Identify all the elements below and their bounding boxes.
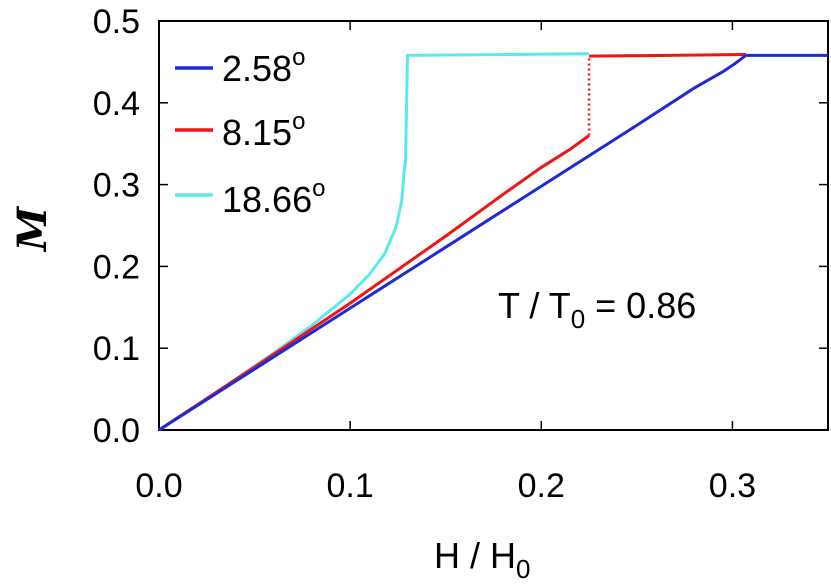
series-plateau-8.15: [589, 53, 746, 58]
annotation-temperature: T / T0 = 0.86: [498, 285, 696, 334]
plot-frame: [158, 20, 829, 431]
legend-label-18.66: 18.66o: [222, 175, 325, 220]
legend: 2.58o 8.15o 18.66o: [175, 44, 325, 220]
y-tick-label: 0.0: [93, 412, 140, 450]
ticks: 0.0 0.1 0.2 0.3 0.0 0.1 0.2 0.3 0.4 0.5: [93, 3, 828, 505]
series-line-8.15: [158, 134, 590, 432]
series-line-2.58: [158, 53, 828, 432]
y-tick-label: 0.5: [93, 3, 140, 41]
x-tick-label: 0.0: [135, 467, 182, 505]
y-tick-label: 0.4: [93, 85, 140, 123]
x-axis-title: H / H0: [434, 535, 530, 584]
series-layer: [158, 52, 828, 432]
x-tick-label: 0.3: [709, 467, 756, 505]
x-tick-label: 0.2: [518, 467, 565, 505]
series-line-18.66: [158, 52, 590, 432]
y-tick-label: 0.2: [93, 248, 140, 286]
y-tick-label: 0.1: [93, 330, 140, 368]
y-tick-label: 0.3: [93, 167, 140, 205]
legend-label-2.58: 2.58o: [222, 44, 305, 89]
x-tick-label: 0.1: [327, 467, 374, 505]
legend-label-8.15: 8.15o: [222, 108, 305, 153]
y-axis-title: M: [9, 205, 56, 253]
